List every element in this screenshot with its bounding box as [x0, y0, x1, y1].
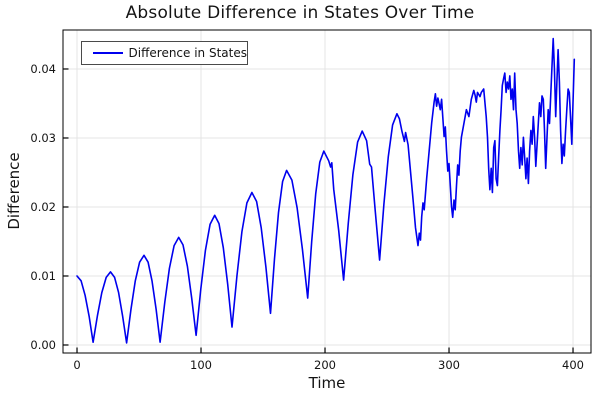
x-axis-label: Time	[308, 374, 346, 392]
legend-entry-label: Difference in States	[128, 46, 247, 60]
y-tick-label: 0.03	[30, 131, 56, 145]
y-tick-label: 0.04	[30, 62, 56, 76]
plot-frame	[62, 29, 592, 354]
legend: Difference in States	[81, 41, 248, 65]
y-tick-label: 0.01	[30, 269, 56, 283]
legend-line-sample	[93, 52, 123, 54]
x-tick-label: 100	[190, 358, 212, 372]
y-tick-label: 0.02	[30, 200, 56, 214]
y-tick-label: 0.00	[30, 338, 56, 352]
chart-title: Absolute Difference in States Over Time	[125, 3, 475, 23]
x-tick-label: 0	[73, 358, 80, 372]
series-line	[76, 37, 576, 344]
x-tick-label: 200	[314, 358, 336, 372]
x-tick-label: 400	[562, 358, 584, 372]
x-tick-label: 300	[438, 358, 460, 372]
y-axis-label: Difference	[5, 152, 23, 230]
